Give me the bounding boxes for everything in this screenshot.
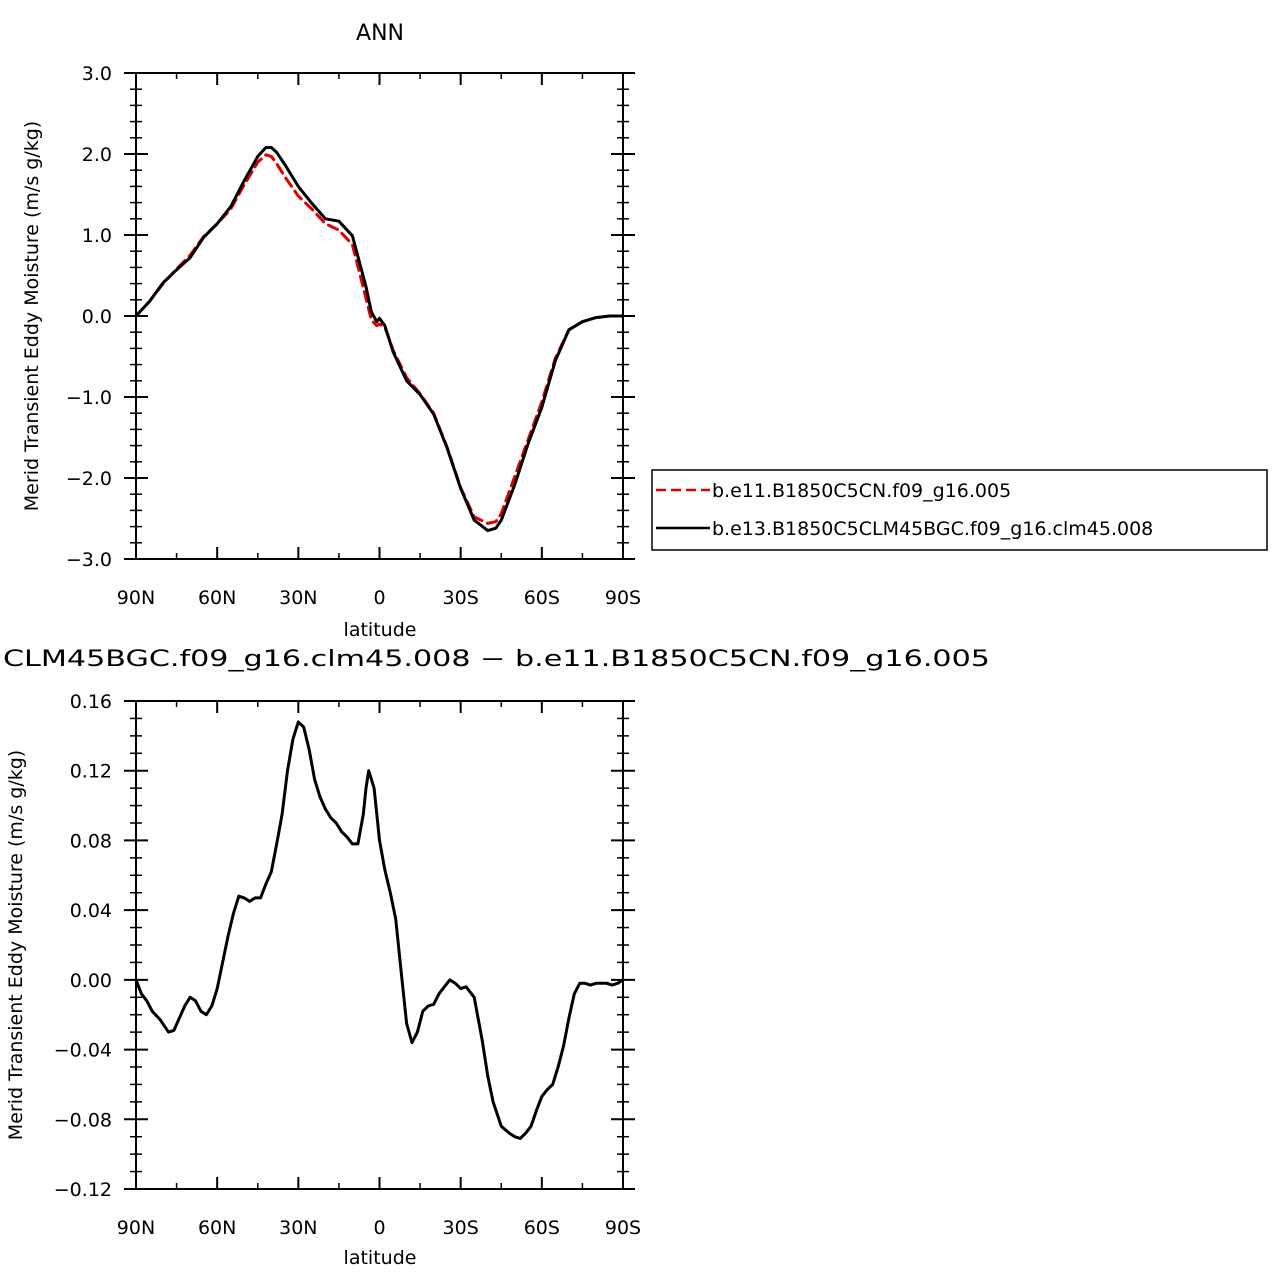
- top-series-lines: [134, 146, 625, 533]
- y-tick-label: −1.0: [66, 387, 112, 409]
- top-y-axis-title: Merid Transient Eddy Moisture (m/s g/kg): [21, 121, 43, 511]
- y-tick-label: 0.04: [70, 900, 112, 922]
- y-tick-label: −0.12: [54, 1179, 112, 1201]
- y-tick-label: −0.08: [54, 1109, 112, 1131]
- x-tick-label: 90N: [117, 1217, 155, 1239]
- bottom-x-axis-title: latitude: [344, 1247, 417, 1269]
- x-tick-label: 60S: [524, 1217, 560, 1239]
- bottom-panel: СLM45BGC.f09_g16.clm45.008 − b.e11.B1850…: [3, 647, 990, 1269]
- top-panel: ANN −3.0 −2.0 −1.0 0.0 1.0 2.0 3.0 90N 60N 30N 0 3…: [21, 21, 1268, 641]
- bottom-x-tick-labels: 90N 60N 30N 0 30S 60S 90S: [117, 1217, 641, 1239]
- x-tick-label: 30S: [443, 587, 479, 609]
- top-chart-title: ANN: [356, 21, 404, 46]
- y-tick-label: 0.0: [82, 306, 112, 328]
- x-tick-label: 90N: [117, 587, 155, 609]
- y-tick-label: −0.04: [54, 1040, 112, 1062]
- x-tick-label: 60N: [198, 1217, 236, 1239]
- top-ticks: [124, 72, 635, 560]
- bottom-chart-title: СLM45BGC.f09_g16.clm45.008 − b.e11.B1850…: [3, 647, 990, 672]
- y-tick-label: −3.0: [66, 549, 112, 571]
- legend: b.e11.B1850C5CN.f09_g16.005 b.e13.B1850C…: [651, 469, 1268, 551]
- bottom-series-lines: [134, 720, 625, 1140]
- y-tick-label: 0.08: [70, 830, 112, 852]
- top-series-line-2: [134, 146, 625, 533]
- bottom-y-axis-title: Merid Transient Eddy Moisture (m/s g/kg): [5, 750, 27, 1140]
- top-x-tick-labels: 90N 60N 30N 0 30S 60S 90S: [117, 587, 641, 609]
- x-tick-label: 90S: [605, 1217, 641, 1239]
- legend-label-series-1: b.e11.B1850C5CN.f09_g16.005: [712, 480, 1011, 502]
- y-tick-label: 3.0: [82, 63, 112, 85]
- top-y-tick-labels: −3.0 −2.0 −1.0 0.0 1.0 2.0 3.0: [66, 63, 112, 571]
- x-tick-label: 60N: [198, 587, 236, 609]
- top-x-axis-title: latitude: [344, 619, 417, 641]
- bottom-series-line-1: [134, 720, 625, 1140]
- y-tick-label: 0.12: [70, 761, 112, 783]
- x-tick-label: 30S: [443, 1217, 479, 1239]
- y-tick-label: 0.16: [70, 691, 112, 713]
- y-tick-label: 0.00: [70, 970, 112, 992]
- bottom-y-tick-labels: −0.12 −0.08 −0.04 0.00 0.04 0.08 0.12 0.16: [54, 691, 112, 1201]
- legend-box: [651, 469, 1268, 551]
- x-tick-label: 90S: [605, 587, 641, 609]
- y-tick-label: 2.0: [82, 144, 112, 166]
- y-tick-label: 1.0: [82, 225, 112, 247]
- y-tick-label: −2.0: [66, 468, 112, 490]
- x-tick-label: 30N: [279, 1217, 317, 1239]
- x-tick-label: 0: [373, 587, 385, 609]
- bottom-ticks: [124, 700, 635, 1190]
- x-tick-label: 30N: [279, 587, 317, 609]
- x-tick-label: 60S: [524, 587, 560, 609]
- legend-label-series-2: b.e13.B1850C5CLM45BGC.f09_g16.clm45.008: [712, 518, 1153, 540]
- top-series-line-1: [134, 153, 625, 525]
- bottom-plot-frame: [135, 700, 624, 1190]
- x-tick-label: 0: [373, 1217, 385, 1239]
- top-plot-frame: [135, 72, 624, 560]
